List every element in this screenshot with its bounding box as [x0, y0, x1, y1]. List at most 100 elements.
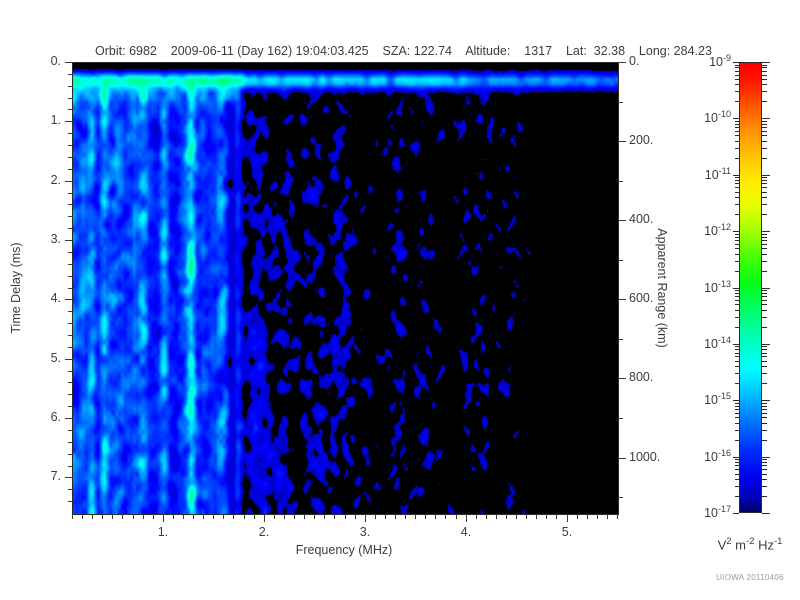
y-left-minor-tick	[68, 193, 72, 194]
colorbar-minor-tick	[735, 75, 739, 76]
colorbar-major-tick	[733, 344, 739, 345]
colorbar-minor-tick	[735, 423, 739, 424]
cb-exponent: -9	[722, 53, 731, 63]
x-minor-tick	[82, 514, 83, 519]
colorbar-minor-tick	[735, 248, 739, 249]
units-v-exp: 2	[726, 536, 732, 547]
y-left-major-tick	[65, 62, 72, 63]
cb-exponent: -10	[717, 109, 731, 119]
colorbar-minor-tick	[762, 440, 767, 441]
y-left-tick-label: 2.	[50, 173, 61, 187]
colorbar-tick-label: 10-16	[688, 448, 731, 464]
x-minor-tick	[233, 514, 234, 519]
x-minor-tick	[294, 514, 295, 519]
colorbar-minor-tick	[762, 417, 767, 418]
colorbar-minor-tick	[735, 383, 739, 384]
x-minor-tick	[577, 514, 578, 519]
colorbar-minor-tick	[735, 254, 739, 255]
colorbar-minor-tick	[735, 486, 739, 487]
y-left-minor-tick	[68, 466, 72, 467]
colorbar-minor-tick	[762, 237, 767, 238]
colorbar-minor-tick	[735, 356, 739, 357]
y-left-tick-label: 1.	[50, 113, 61, 127]
colorbar-minor-tick	[735, 121, 739, 122]
colorbar-minor-tick	[762, 204, 767, 205]
colorbar-minor-tick	[735, 240, 739, 241]
x-minor-tick	[385, 514, 386, 519]
colorbar-minor-tick	[762, 293, 767, 294]
y-left-tick-label: 6.	[50, 410, 61, 424]
x-minor-tick	[153, 514, 154, 519]
cb-mantissa: 10	[704, 224, 718, 239]
colorbar-minor-tick	[735, 271, 739, 272]
y-left-minor-tick	[68, 145, 72, 146]
colorbar-major-tick	[733, 62, 739, 63]
colorbar-minor-tick	[735, 317, 739, 318]
colorbar-minor-tick	[762, 67, 767, 68]
colorbar-minor-tick	[762, 459, 767, 460]
colorbar-major-tick	[762, 344, 770, 345]
colorbar-major-tick	[762, 231, 770, 232]
y-left-minor-tick	[68, 216, 72, 217]
colorbar-tick-label: 10-15	[688, 391, 731, 407]
colorbar-minor-tick	[762, 290, 767, 291]
colorbar-minor-tick	[735, 373, 739, 374]
colorbar-minor-tick	[735, 300, 739, 301]
colorbar-minor-tick	[762, 406, 767, 407]
x-major-tick	[365, 514, 366, 522]
x-minor-tick	[435, 514, 436, 519]
x-minor-tick	[284, 514, 285, 519]
colorbar-minor-tick	[735, 127, 739, 128]
y-left-minor-tick	[68, 323, 72, 324]
x-minor-tick	[193, 514, 194, 519]
colorbar-minor-tick	[762, 244, 767, 245]
colorbar-minor-tick	[762, 479, 767, 480]
y-left-minor-tick	[68, 382, 72, 383]
units-m-exp: -2	[746, 536, 755, 547]
spectrogram-image	[73, 63, 618, 514]
colorbar-minor-tick	[762, 197, 767, 198]
colorbar-minor-tick	[762, 300, 767, 301]
colorbar-minor-tick	[735, 148, 739, 149]
colorbar-minor-tick	[735, 177, 739, 178]
x-minor-tick	[607, 514, 608, 519]
y-left-minor-tick	[68, 442, 72, 443]
colorbar-tick-label: 10-14	[688, 335, 731, 351]
y-left-major-tick	[65, 181, 72, 182]
colorbar-major-tick	[733, 457, 739, 458]
colorbar-tick-label: 10-13	[688, 279, 731, 295]
colorbar-minor-tick	[735, 124, 739, 125]
colorbar-minor-tick	[762, 135, 767, 136]
colorbar-minor-tick	[762, 496, 767, 497]
x-minor-tick	[405, 514, 406, 519]
x-tick-label: 4.	[460, 525, 472, 539]
colorbar-major-tick	[762, 62, 770, 63]
colorbar-minor-tick	[735, 430, 739, 431]
y-left-minor-tick	[68, 501, 72, 502]
colorbar-minor-tick	[762, 469, 767, 470]
x-minor-tick	[314, 514, 315, 519]
colorbar-major-tick	[733, 288, 739, 289]
x-minor-tick	[526, 514, 527, 519]
colorbar-minor-tick	[762, 183, 767, 184]
x-tick-label: 1.	[157, 525, 169, 539]
colorbar-minor-tick	[762, 192, 767, 193]
x-minor-tick	[183, 514, 184, 519]
units-m: m	[731, 537, 747, 553]
colorbar-minor-tick	[735, 192, 739, 193]
colorbar-minor-tick	[735, 474, 739, 475]
plot-header: Orbit: 6982 2009-06-11 (Day 162) 19:04:0…	[0, 30, 800, 58]
colorbar-minor-tick	[762, 409, 767, 410]
y-right-tick-label: 800.	[629, 370, 654, 384]
colorbar-minor-tick	[762, 373, 767, 374]
y-right-minor-tick	[618, 260, 623, 261]
y-axis-left-title: Time Delay (ms)	[9, 242, 23, 334]
y-left-minor-tick	[68, 98, 72, 99]
x-minor-tick	[304, 514, 305, 519]
colorbar-minor-tick	[762, 346, 767, 347]
y-right-major-tick	[618, 141, 626, 142]
x-minor-tick	[92, 514, 93, 519]
y-left-minor-tick	[68, 371, 72, 372]
units-hz-exp: -1	[773, 536, 783, 547]
colorbar-minor-tick	[735, 290, 739, 291]
